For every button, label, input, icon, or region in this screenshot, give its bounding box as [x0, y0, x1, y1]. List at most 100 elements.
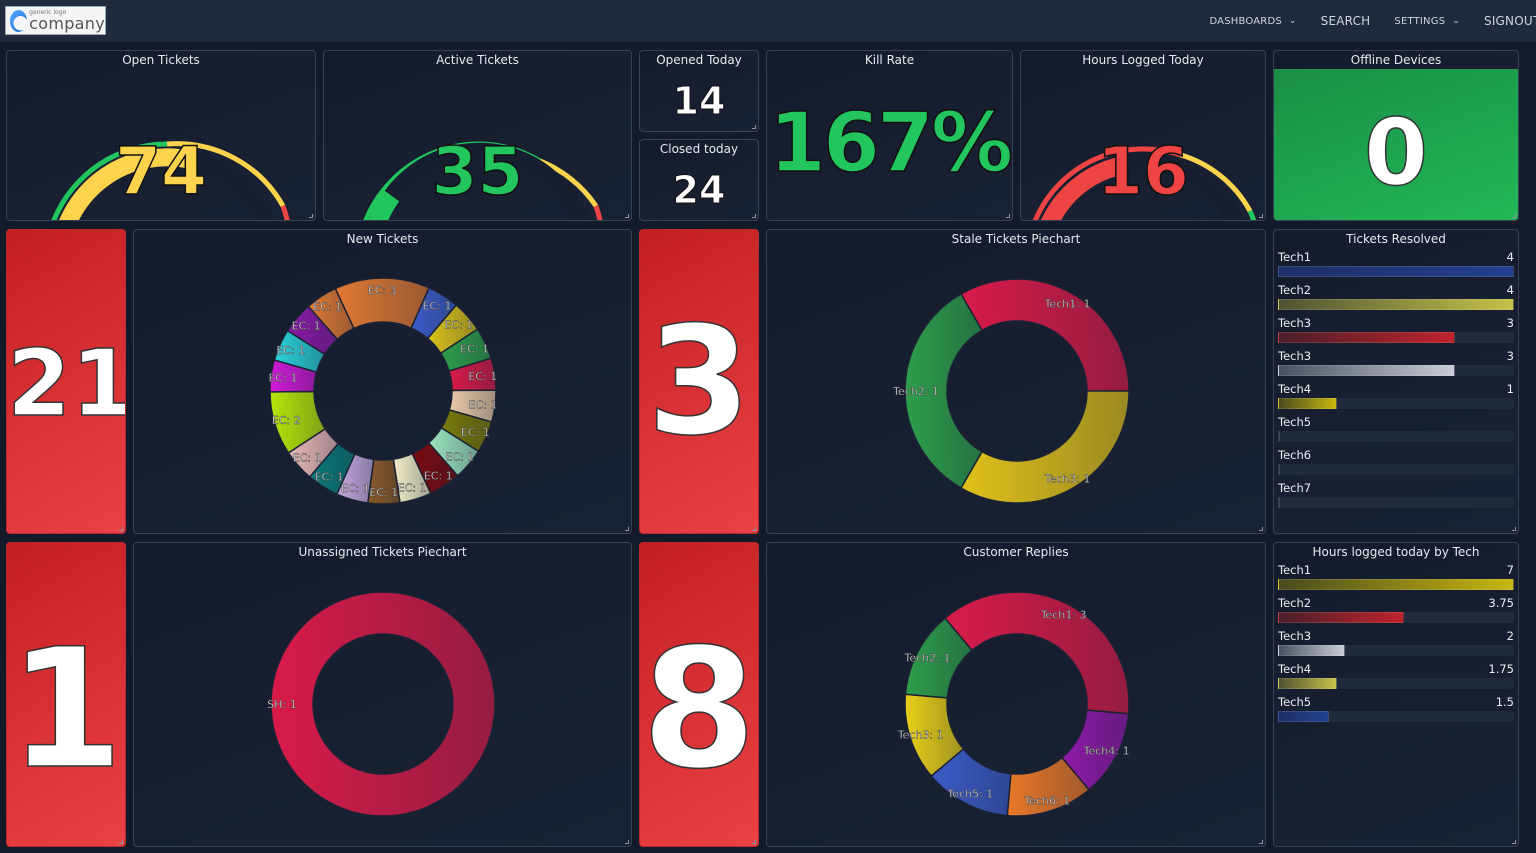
opened-today-widget[interactable]: Opened Today 14: [639, 50, 759, 132]
bar-row[interactable]: Tech5: [1278, 415, 1514, 448]
slice-label: EC: 1: [398, 482, 427, 495]
resize-handle[interactable]: [625, 840, 629, 844]
bar-fill: [1278, 645, 1346, 656]
donut-slice[interactable]: [959, 390, 1130, 504]
closed-today-value: 24: [672, 168, 726, 213]
unassigned-tickets-donut-chart: SH: 1: [267, 591, 496, 817]
bar-value: 4: [1506, 283, 1514, 297]
resize-handle[interactable]: [625, 527, 629, 531]
bar-row[interactable]: Tech2 3.75: [1278, 596, 1514, 629]
open-tickets-widget[interactable]: Open Tickets 74: [6, 50, 316, 221]
slice-label: Tech4: 1: [1083, 745, 1130, 758]
bar-label: Tech5: [1278, 695, 1312, 709]
donut-slice[interactable]: [959, 278, 1130, 392]
hours-logged-today-widget[interactable]: Hours Logged Today 16: [1020, 50, 1266, 221]
resize-handle[interactable]: [1259, 527, 1263, 531]
bar-row[interactable]: Tech1 4: [1278, 250, 1514, 283]
donut-slice[interactable]: [943, 591, 1130, 715]
active-tickets-widget[interactable]: Active Tickets 35: [323, 50, 632, 221]
slice-label: Tech3: 1: [897, 728, 944, 741]
bar-value: 2: [1506, 629, 1514, 643]
bar-track: [1278, 464, 1514, 475]
slice-label: Tech5: 1: [946, 788, 993, 801]
company-logo[interactable]: generic logo company: [5, 6, 106, 35]
slice-label: EC: 1: [424, 470, 453, 483]
unassigned-count-tile[interactable]: 1: [6, 542, 126, 847]
slice-label: EC: 1: [293, 452, 322, 465]
bar-fill: [1278, 431, 1280, 442]
resize-handle[interactable]: [752, 527, 756, 531]
bar-row[interactable]: Tech3 3: [1278, 316, 1514, 349]
widget-title: Closed today: [659, 142, 739, 156]
donut-slice[interactable]: [270, 591, 496, 817]
customer-replies-widget[interactable]: Customer Replies Tech1: 3 Tech4: 1 Tech6: …: [766, 542, 1266, 847]
donut-slice[interactable]: [307, 287, 355, 341]
widget-title: New Tickets: [346, 232, 419, 246]
nav-signout[interactable]: SIGNOUT: [1484, 14, 1536, 28]
new-tickets-widget[interactable]: New Tickets EC: 3 EC: 1 EC: 1 EC: 1 EC: 1 EC:…: [133, 229, 632, 534]
kill-rate-widget[interactable]: Kill Rate 167%: [766, 50, 1013, 221]
new-tickets-donut-chart: EC: 3EC: 1EC: 1EC: 1EC: 1EC: 1EC: 1EC: 1…: [268, 277, 498, 505]
bar-row[interactable]: Tech6: [1278, 448, 1514, 481]
resize-handle[interactable]: [1512, 527, 1516, 531]
bar-row[interactable]: Tech7: [1278, 481, 1514, 514]
resize-handle[interactable]: [752, 214, 756, 218]
bar-row[interactable]: Tech4 1.75: [1278, 662, 1514, 695]
tickets-resolved-widget[interactable]: Tickets Resolved Tech1 4 Tech2 4 Tech3 3 Tech3…: [1273, 229, 1519, 534]
main-nav: DASHBOARDS ⌄ SEARCH SETTINGS ⌄ SIGNOUT: [1209, 0, 1536, 42]
slice-label: Tech2: 1: [892, 385, 939, 398]
stale-tickets-donut-chart: Tech1: 1 Tech3: 1 Tech2: 1: [892, 278, 1130, 504]
resize-handle[interactable]: [309, 214, 313, 218]
bar-row[interactable]: Tech1 7: [1278, 563, 1514, 596]
resize-handle[interactable]: [1006, 214, 1010, 218]
chevron-down-icon: ⌄: [1288, 16, 1297, 26]
resize-handle[interactable]: [119, 840, 123, 844]
slice-label: EC: 1: [315, 470, 344, 483]
bar-row[interactable]: Tech4 1: [1278, 382, 1514, 415]
bar-value: 3: [1506, 349, 1514, 363]
unassigned-tickets-widget[interactable]: Unassigned Tickets Piechart SH: 1: [133, 542, 632, 847]
nav-search[interactable]: SEARCH: [1321, 14, 1371, 28]
bar-row[interactable]: Tech3 3: [1278, 349, 1514, 382]
kill-rate-value: 167%: [768, 95, 1012, 192]
resize-handle[interactable]: [1512, 214, 1516, 218]
resize-handle[interactable]: [625, 214, 629, 218]
donut-slice[interactable]: [904, 617, 974, 699]
slice-label: EC: 1: [423, 300, 452, 313]
widget-title: Offline Devices: [1350, 53, 1442, 67]
resize-handle[interactable]: [1259, 840, 1263, 844]
bar-label: Tech2: [1278, 596, 1312, 610]
widget-title: Hours Logged Today: [1082, 53, 1204, 67]
stale-tickets-count-tile[interactable]: 3: [639, 229, 759, 534]
nav-settings[interactable]: SETTINGS ⌄: [1394, 16, 1460, 27]
bar-track: [1278, 266, 1514, 277]
resize-handle[interactable]: [752, 840, 756, 844]
nav-dashboards[interactable]: DASHBOARDS ⌄: [1209, 16, 1296, 27]
open-tickets-value: 74: [114, 132, 207, 211]
customer-replies-count-tile[interactable]: 8: [639, 542, 759, 847]
slice-label: Tech1: 1: [1044, 298, 1091, 311]
widget-title: Tickets Resolved: [1346, 232, 1446, 246]
bar-value: 7: [1506, 563, 1514, 577]
new-tickets-count-tile[interactable]: 21: [6, 229, 126, 534]
resize-handle[interactable]: [1259, 214, 1263, 218]
donut-slice[interactable]: [904, 292, 984, 490]
bar-row[interactable]: Tech5 1.5: [1278, 695, 1514, 728]
bar-value: 1.5: [1495, 695, 1514, 709]
resize-handle[interactable]: [1512, 840, 1516, 844]
resize-handle[interactable]: [119, 527, 123, 531]
hours-by-tech-widget[interactable]: Hours logged today by Tech Tech1 7 Tech2 3.…: [1273, 542, 1519, 847]
customer-replies-donut-chart: Tech1: 3 Tech4: 1 Tech6: 1 Tech5: 1 Tech3: 1…: [897, 591, 1130, 817]
offline-devices-widget[interactable]: Offline Devices 0: [1273, 50, 1519, 221]
slice-label: EC: 1: [469, 399, 498, 412]
new-tickets-count: 21: [7, 329, 126, 438]
offline-devices-status-tile: [1274, 69, 1518, 220]
bar-label: Tech3: [1278, 349, 1312, 363]
bar-row[interactable]: Tech3 2: [1278, 629, 1514, 662]
slice-label: EC: 1: [341, 482, 370, 495]
resize-handle[interactable]: [752, 125, 756, 129]
closed-today-widget[interactable]: Closed today 24: [639, 139, 759, 221]
stale-tickets-count: 3: [646, 294, 752, 470]
bar-row[interactable]: Tech2 4: [1278, 283, 1514, 316]
